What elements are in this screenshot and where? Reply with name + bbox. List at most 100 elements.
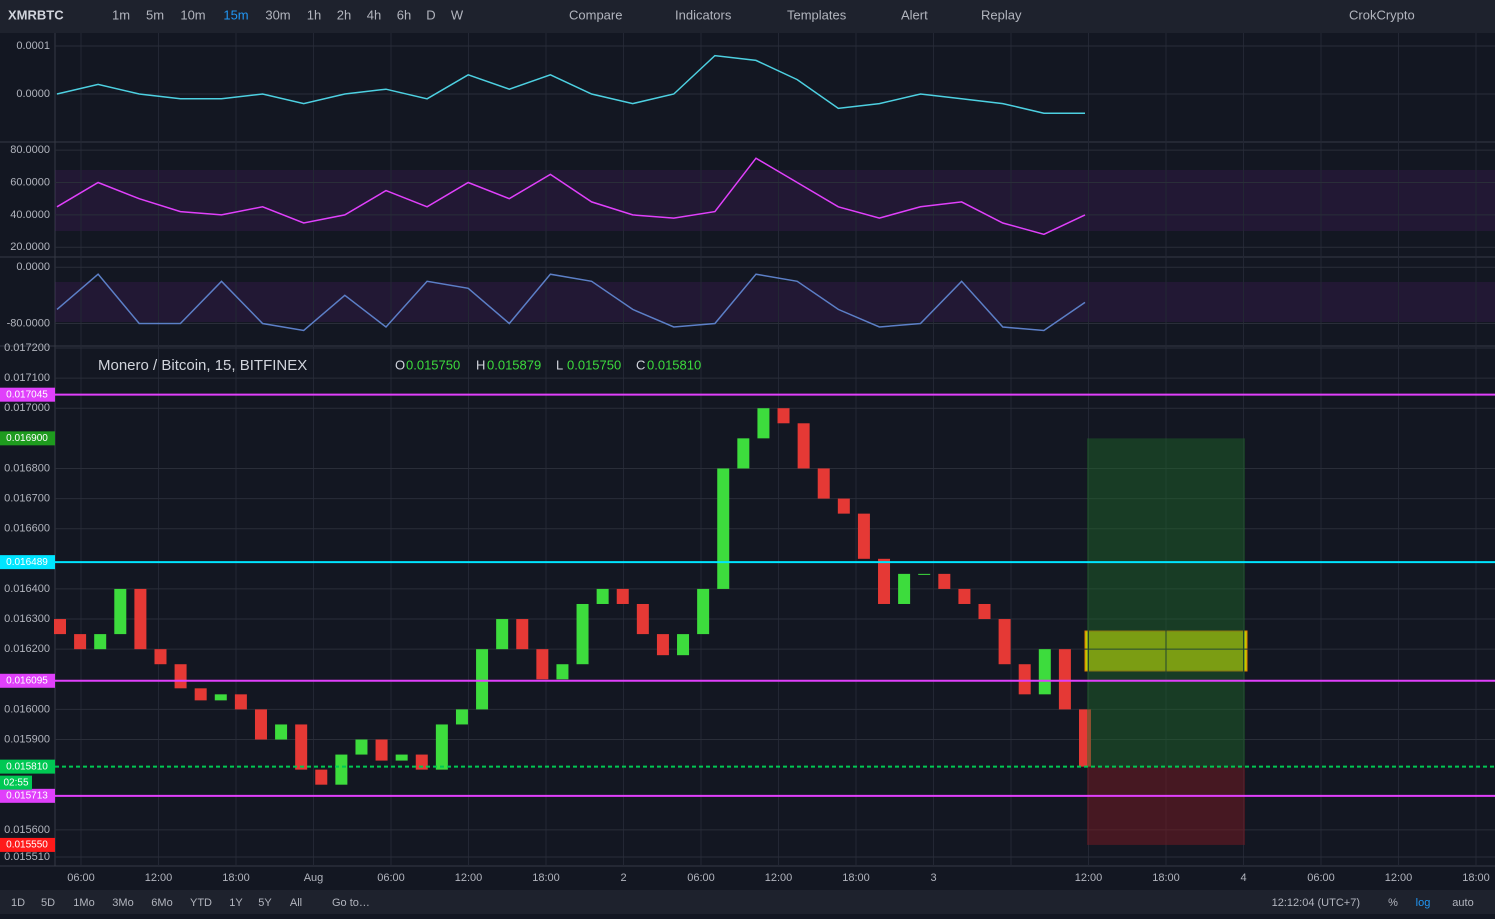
price-label: 0.015713: [6, 790, 48, 801]
candle-body: [656, 634, 669, 656]
interval-button[interactable]: 15m: [223, 7, 248, 22]
candle-body: [616, 588, 629, 604]
toolbar-button[interactable]: Templates: [787, 7, 847, 22]
y-tick-label: 0.015510: [4, 851, 50, 863]
range-button[interactable]: 5D: [41, 897, 55, 909]
scale-option[interactable]: auto: [1452, 897, 1473, 909]
indicator-line: [56, 157, 1086, 236]
candle-body: [74, 634, 87, 650]
candle-body: [556, 664, 569, 680]
candle-body: [455, 709, 468, 725]
candle-body: [54, 619, 66, 635]
range-button[interactable]: 1Mo: [73, 897, 94, 909]
toolbar-button[interactable]: Alert: [901, 7, 928, 22]
range-button[interactable]: 1D: [11, 897, 25, 909]
toolbar-button[interactable]: Replay: [981, 7, 1022, 22]
y-tick-label: 60.0000: [10, 176, 50, 188]
candle-body: [677, 634, 690, 656]
candle-body: [254, 709, 267, 740]
price-label: 0.016900: [6, 433, 48, 444]
range-button[interactable]: 5Y: [258, 897, 272, 909]
candle-body: [817, 468, 830, 499]
ohlc-value: 0.015750: [406, 357, 460, 372]
y-tick-label: 80.0000: [10, 144, 50, 156]
candle-body: [777, 408, 790, 424]
candle-body: [576, 603, 589, 665]
y-tick-label: 0.015600: [4, 824, 50, 836]
price-label-bg: [0, 387, 55, 402]
candle-body: [496, 619, 509, 650]
range-button[interactable]: 6Mo: [151, 897, 172, 909]
stop-zone: [1087, 766, 1245, 845]
price-label-bg: [0, 555, 55, 570]
x-tick-label: 3: [930, 872, 936, 884]
range-button[interactable]: 1Y: [229, 897, 243, 909]
candle-body: [878, 558, 891, 604]
price-label: 0.015810: [6, 761, 48, 772]
y-tick-label: 0.016700: [4, 492, 50, 504]
account[interactable]: CrokCrypto: [1349, 7, 1415, 22]
candle-body: [234, 694, 247, 710]
y-tick-label: 0.017200: [4, 342, 50, 354]
candle-body: [536, 649, 549, 680]
price-label-bg: [0, 431, 55, 446]
y-tick-label: 0.016400: [4, 583, 50, 595]
candle-body: [1079, 709, 1091, 767]
price-label: 0.016095: [6, 675, 48, 686]
ohlc-key: L: [556, 357, 563, 372]
bottom-bar: [0, 890, 1495, 914]
y-tick-label: 0.016800: [4, 462, 50, 474]
interval-button[interactable]: 6h: [397, 7, 411, 22]
interval-button[interactable]: 2h: [337, 7, 351, 22]
interval-button[interactable]: W: [451, 7, 464, 22]
candle-body: [134, 588, 147, 650]
interval-button[interactable]: 1m: [112, 7, 130, 22]
candle-body: [958, 588, 971, 604]
candle-body: [355, 739, 368, 755]
ohlc-value: 0.015750: [567, 357, 621, 372]
candle-body: [737, 438, 750, 469]
candle-body: [918, 573, 931, 575]
interval-button[interactable]: 1h: [307, 7, 321, 22]
range-button[interactable]: All: [290, 897, 302, 909]
y-tick-label: 0.0000: [16, 261, 50, 273]
y-tick-label: 0.0001: [16, 40, 50, 52]
interval-button[interactable]: 30m: [265, 7, 290, 22]
candle-body: [998, 619, 1011, 665]
candle-body: [94, 634, 107, 650]
x-tick-label: 18:00: [1152, 872, 1180, 884]
goto[interactable]: Go to…: [332, 897, 370, 909]
scale-option[interactable]: %: [1388, 897, 1398, 909]
x-tick-label: 18:00: [1462, 872, 1490, 884]
candle-body: [596, 588, 609, 604]
x-tick-label: 12:00: [765, 872, 793, 884]
y-tick-label: 40.0000: [10, 209, 50, 221]
interval-button[interactable]: 4h: [367, 7, 381, 22]
range-button[interactable]: 3Mo: [112, 897, 133, 909]
range-button[interactable]: YTD: [190, 897, 212, 909]
interval-button[interactable]: D: [426, 7, 435, 22]
countdown: 02:55: [3, 777, 28, 788]
y-tick-label: 20.0000: [10, 241, 50, 253]
candle-body: [395, 754, 408, 761]
ohlc-key: H: [476, 357, 485, 372]
price-label: 0.017045: [6, 389, 48, 400]
interval-button[interactable]: 10m: [180, 7, 205, 22]
price-label-bg: [0, 759, 55, 774]
x-tick-label: 18:00: [222, 872, 250, 884]
interval-button[interactable]: 5m: [146, 7, 164, 22]
x-tick-label: 12:00: [1075, 872, 1103, 884]
scale-option[interactable]: log: [1416, 897, 1431, 909]
toolbar: [0, 0, 1495, 33]
candle-body: [898, 573, 911, 604]
toolbar-button[interactable]: Compare: [569, 7, 622, 22]
symbol[interactable]: XMRBTC: [8, 7, 64, 22]
toolbar-button[interactable]: Indicators: [675, 7, 732, 22]
x-tick-label: Aug: [304, 872, 324, 884]
candle-body: [435, 724, 448, 770]
indicator-line: [56, 54, 1085, 114]
price-label-bg: [0, 788, 55, 803]
clock: 12:12:04 (UTC+7): [1272, 897, 1360, 909]
x-tick-label: 06:00: [687, 872, 715, 884]
